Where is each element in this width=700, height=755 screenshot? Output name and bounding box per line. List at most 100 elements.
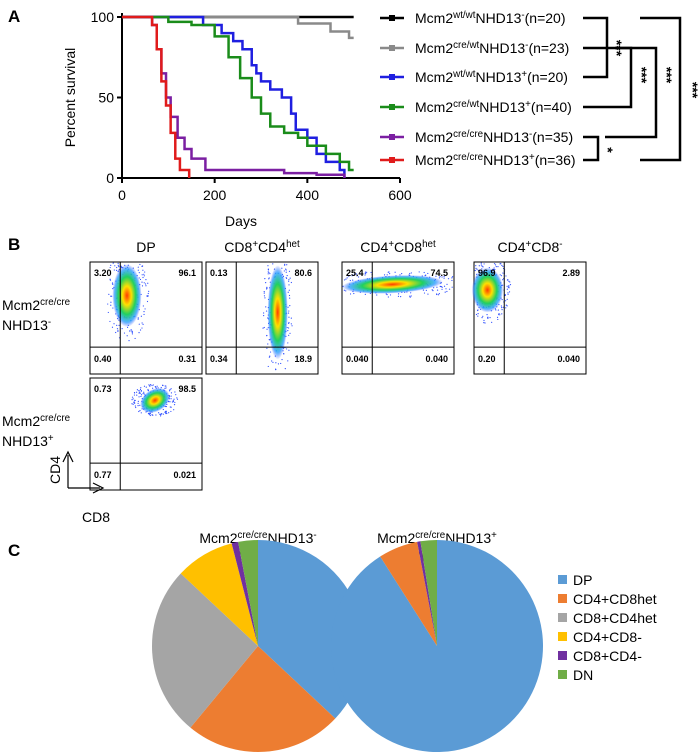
survival-curve (122, 15, 346, 178)
event-dot (500, 305, 502, 307)
legend-marker (389, 157, 395, 163)
event-dot (266, 347, 268, 349)
event-dot (152, 387, 154, 389)
event-dot (287, 360, 289, 362)
event-dot (164, 387, 166, 389)
event-dot (142, 323, 144, 326)
event-dot (172, 399, 174, 402)
event-dot (495, 309, 497, 311)
event-dot (132, 403, 134, 405)
superscript: wt/wt (452, 10, 476, 21)
event-dot (410, 272, 412, 274)
quadrant-percent: 3.20 (94, 268, 112, 278)
event-dot (111, 282, 114, 284)
text-segment: Mcm2 (377, 530, 415, 546)
event-dot (149, 414, 151, 417)
text-segment: Mcm2 (199, 530, 237, 546)
x-tick-label: 0 (118, 187, 126, 203)
density-blob (140, 387, 170, 413)
event-dot (171, 401, 174, 403)
legend-swatch (558, 670, 567, 679)
event-dot (501, 309, 503, 311)
event-dot (131, 333, 133, 335)
event-dot (269, 355, 271, 357)
event-dot (110, 295, 113, 297)
legend-label: CD4+CD8- (573, 629, 642, 645)
event-dot (280, 362, 282, 365)
row-label: NHD13- (2, 317, 51, 333)
event-dot (145, 386, 147, 388)
text-segment: Mcm2 (415, 129, 453, 145)
legend-label: DP (573, 572, 592, 588)
text-segment: NHD13 (2, 317, 48, 333)
event-dot (139, 410, 141, 412)
event-dot (107, 311, 109, 314)
event-dot (401, 272, 403, 275)
event-dot (147, 282, 149, 284)
event-dot (439, 285, 442, 288)
superscript: - (48, 317, 51, 328)
event-dot (489, 317, 491, 319)
event-dot (277, 363, 280, 365)
text-segment: NHD13 (475, 69, 521, 85)
event-dot (133, 394, 136, 396)
event-dot (506, 285, 508, 287)
superscript: cre/cre (238, 530, 268, 541)
column-title: CD4+CD8- (497, 239, 562, 255)
event-dot (478, 265, 480, 267)
event-dot (131, 330, 133, 332)
event-dot (164, 410, 166, 413)
event-dot (134, 405, 136, 407)
event-dot (451, 277, 453, 279)
event-dot (148, 412, 150, 415)
event-dot (508, 291, 511, 293)
event-dot (266, 334, 268, 337)
event-dot (141, 285, 144, 287)
event-dot (287, 327, 290, 329)
event-dot (140, 394, 143, 396)
superscript: + (252, 239, 258, 250)
event-dot (173, 409, 175, 411)
event-dot (500, 275, 503, 277)
legend-label: Mcm2cre/wtNHD13-(n=23) (415, 40, 569, 56)
quadrant-percent: 0.20 (478, 354, 496, 364)
event-dot (141, 322, 143, 324)
event-dot (288, 270, 291, 272)
legend-swatch (558, 651, 567, 660)
event-dot (506, 298, 508, 300)
event-dot (115, 269, 118, 271)
event-dot (284, 368, 286, 370)
bracket (640, 16, 682, 162)
event-dot (150, 384, 152, 386)
event-dot (140, 315, 142, 317)
event-dot (113, 269, 115, 271)
superscript: cre/cre (453, 152, 483, 163)
event-dot (112, 283, 114, 285)
event-dot (288, 279, 290, 281)
event-dot (143, 282, 145, 284)
event-dot (487, 317, 489, 320)
event-dot (477, 315, 479, 317)
superscript: het (422, 239, 436, 250)
event-dot (364, 293, 366, 296)
pie-slice (151, 573, 258, 728)
event-dot (425, 274, 427, 276)
event-dot (149, 413, 151, 415)
event-dot (137, 317, 139, 319)
text-segment: NHD13 (475, 10, 521, 26)
event-dot (289, 297, 291, 299)
event-dot (507, 286, 510, 288)
event-dot (160, 414, 162, 416)
event-dot (131, 331, 133, 334)
event-dot (165, 411, 167, 413)
event-dot (366, 271, 368, 273)
y-axis-title: CD4 (47, 456, 63, 484)
event-dot (271, 360, 273, 362)
superscript: cre/cre (453, 129, 483, 140)
event-dot (364, 274, 366, 276)
quadrant-percent: 0.40 (94, 354, 112, 364)
event-dot (288, 289, 290, 291)
event-dot (436, 286, 438, 288)
event-dot (480, 262, 482, 264)
quadrant-percent: 0.73 (94, 384, 112, 394)
